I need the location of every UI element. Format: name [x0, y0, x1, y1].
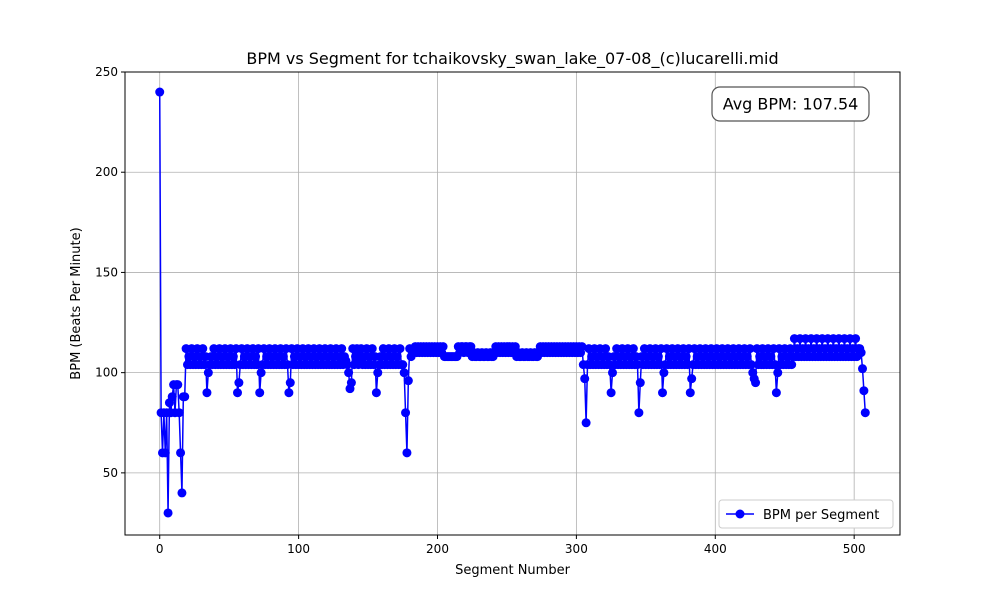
chart-title: BPM vs Segment for tchaikovsky_swan_lake…	[246, 49, 778, 69]
data-point	[398, 360, 408, 370]
data-point	[681, 352, 691, 362]
legend: BPM per Segment	[718, 499, 894, 529]
data-point	[163, 508, 173, 518]
y-tick-label: 150	[95, 265, 118, 279]
data-point	[608, 368, 617, 378]
data-point	[167, 392, 177, 402]
data-point	[659, 368, 669, 378]
x-tick-label: 100	[287, 542, 310, 556]
data-point	[635, 378, 645, 388]
data-point	[176, 448, 186, 458]
y-tick-label: 50	[103, 466, 118, 480]
data-point	[155, 87, 165, 97]
plot-area	[125, 72, 900, 535]
data-point	[606, 388, 616, 398]
data-point	[367, 344, 377, 354]
data-point	[234, 378, 244, 388]
y-tick-label: 200	[95, 165, 118, 179]
x-tick-label: 300	[565, 542, 588, 556]
data-point	[373, 368, 383, 378]
data-point	[580, 374, 590, 384]
x-tick-label: 400	[704, 542, 727, 556]
data-point	[653, 352, 663, 362]
data-point	[285, 378, 295, 388]
data-point	[256, 368, 266, 378]
x-tick-label: 0	[156, 542, 164, 556]
data-point	[344, 368, 354, 378]
data-point	[278, 352, 288, 362]
data-point	[342, 360, 352, 370]
data-point	[860, 408, 870, 418]
data-point	[858, 364, 867, 374]
annotation-text: Avg BPM: 107.54	[723, 95, 859, 114]
data-point	[395, 344, 405, 354]
data-point	[773, 368, 783, 378]
data-point	[401, 408, 411, 418]
data-point	[745, 344, 755, 354]
y-tick-label: 250	[95, 65, 118, 79]
data-point	[634, 408, 644, 418]
data-point	[255, 388, 265, 398]
data-point	[203, 368, 213, 378]
data-point	[346, 378, 356, 388]
data-point	[771, 388, 781, 398]
data-point	[402, 448, 412, 458]
data-point	[751, 378, 761, 388]
data-point	[856, 348, 866, 358]
data-point	[180, 392, 190, 402]
plot-frame	[124, 71, 901, 536]
data-point	[177, 488, 187, 498]
data-point	[766, 352, 776, 362]
data-point	[851, 334, 861, 344]
x-tick-label: 500	[843, 542, 866, 556]
data-point	[228, 352, 238, 362]
data-point	[403, 376, 413, 386]
series-layer	[155, 87, 870, 518]
data-point	[174, 408, 184, 418]
legend-box	[718, 499, 894, 529]
legend-label: BPM per Segment	[763, 508, 879, 523]
data-point	[687, 374, 697, 384]
data-point	[577, 342, 587, 352]
data-point	[601, 344, 611, 354]
avg-bpm-annotation: Avg BPM: 107.54	[711, 86, 870, 122]
y-axis-label: BPM (Beats Per Minute)	[69, 227, 84, 379]
legend-marker-swatch	[735, 509, 745, 519]
data-point	[787, 360, 797, 370]
data-point	[160, 448, 170, 458]
data-point	[284, 388, 294, 398]
y-tick-label: 100	[95, 366, 118, 380]
annotation-box	[711, 86, 870, 122]
data-point	[438, 342, 448, 352]
data-point	[233, 388, 242, 398]
data-point	[371, 388, 381, 398]
data-point	[202, 388, 212, 398]
data-point	[859, 386, 869, 396]
data-point	[685, 388, 695, 398]
data-point	[337, 344, 347, 354]
x-axis-label: Segment Number	[455, 563, 571, 578]
data-point	[251, 352, 261, 362]
data-point	[742, 352, 752, 362]
data-point	[392, 352, 402, 362]
data-point	[399, 368, 409, 378]
data-point	[581, 418, 591, 428]
data-point	[173, 380, 183, 390]
data-point	[198, 344, 208, 354]
data-point	[746, 360, 756, 370]
data-point	[785, 344, 795, 354]
axis-ticks: 0 100 200 300 400 500 50 100 150 200 250	[95, 65, 866, 556]
data-point	[628, 344, 638, 354]
data-point	[658, 388, 667, 398]
x-tick-label: 200	[426, 542, 449, 556]
